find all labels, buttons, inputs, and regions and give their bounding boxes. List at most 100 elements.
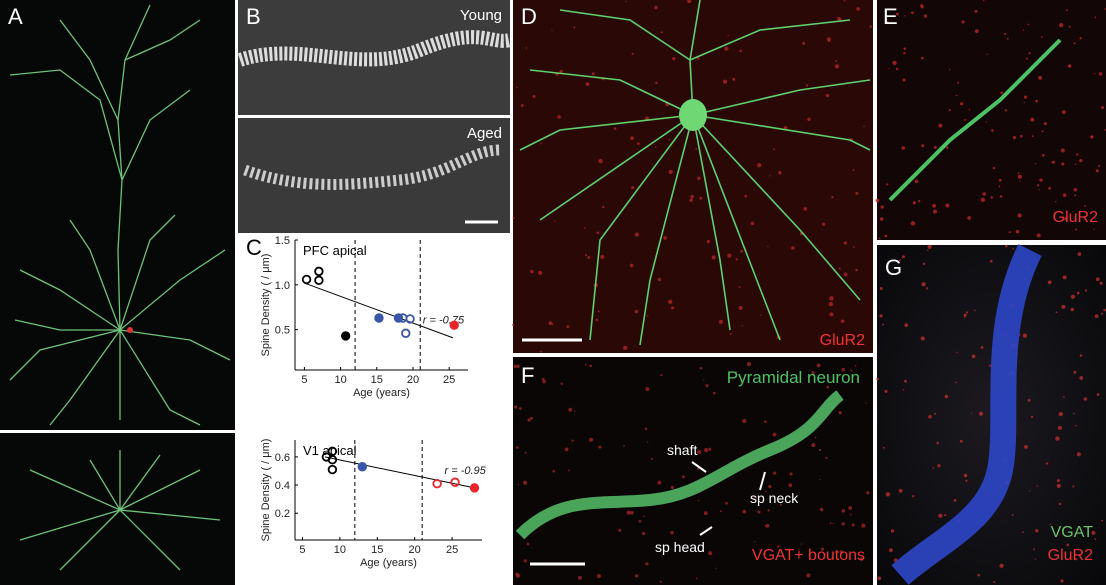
speckle bbox=[526, 542, 530, 546]
speckle bbox=[849, 513, 852, 516]
y-tick-label: 0.6 bbox=[275, 452, 290, 464]
x-tick-label: 15 bbox=[371, 374, 383, 386]
speckle bbox=[974, 309, 976, 312]
speckle bbox=[524, 451, 527, 454]
speckle bbox=[974, 9, 978, 13]
data-point bbox=[374, 313, 384, 323]
speckle bbox=[861, 523, 866, 528]
speckle bbox=[706, 240, 711, 244]
speckle bbox=[920, 4, 924, 8]
speckle bbox=[1059, 23, 1064, 28]
speckle bbox=[970, 412, 973, 414]
speckle bbox=[945, 146, 949, 149]
speckle bbox=[568, 407, 573, 412]
speckle bbox=[712, 391, 716, 395]
speckle bbox=[1023, 95, 1028, 99]
speckle bbox=[672, 56, 676, 61]
speckle bbox=[670, 306, 674, 310]
speckle bbox=[1103, 308, 1106, 312]
speckle bbox=[776, 545, 780, 548]
speckle bbox=[1094, 16, 1097, 19]
speckle bbox=[564, 447, 569, 452]
speckle bbox=[512, 216, 515, 219]
y-tick-label: 1.5 bbox=[275, 235, 290, 247]
speckle bbox=[1079, 158, 1083, 163]
speckle bbox=[963, 118, 966, 121]
speckle bbox=[921, 56, 924, 60]
speckle bbox=[791, 246, 795, 250]
speckle bbox=[807, 117, 811, 122]
speckle bbox=[814, 436, 817, 439]
speckle bbox=[589, 364, 592, 368]
speckle bbox=[853, 246, 855, 248]
speckle bbox=[754, 540, 756, 543]
speckle bbox=[932, 467, 935, 469]
speckle bbox=[999, 563, 1004, 568]
speckle bbox=[596, 573, 602, 579]
speckle bbox=[767, 509, 770, 512]
speckle bbox=[567, 469, 570, 472]
speckle bbox=[848, 506, 853, 510]
speckle bbox=[1029, 490, 1031, 492]
panel-label: E bbox=[883, 4, 898, 29]
speckle bbox=[974, 29, 979, 34]
speckle bbox=[1058, 411, 1063, 417]
speckle bbox=[655, 146, 657, 148]
speckle bbox=[657, 480, 662, 485]
speckle bbox=[911, 11, 914, 15]
speckle bbox=[877, 576, 882, 581]
speckle bbox=[1070, 294, 1076, 299]
speckle bbox=[727, 34, 729, 37]
stain-label: GluR2 bbox=[1053, 209, 1098, 226]
speckle bbox=[668, 299, 673, 304]
speckle bbox=[835, 60, 838, 62]
speckle bbox=[988, 364, 992, 367]
speckle bbox=[841, 522, 845, 526]
speckle bbox=[630, 510, 634, 515]
speckle bbox=[1030, 117, 1035, 122]
speckle bbox=[953, 498, 957, 502]
speckle bbox=[903, 52, 906, 55]
speckle bbox=[818, 448, 822, 452]
speckle bbox=[803, 207, 808, 211]
speckle bbox=[1019, 134, 1023, 138]
speckle bbox=[1015, 229, 1020, 234]
speckle bbox=[882, 323, 885, 326]
panel-label: B bbox=[246, 4, 261, 29]
speckle bbox=[948, 109, 951, 112]
speckle bbox=[645, 387, 650, 392]
speckle bbox=[630, 136, 634, 141]
speckle bbox=[551, 29, 553, 31]
data-point bbox=[401, 328, 411, 338]
speckle bbox=[1049, 523, 1051, 525]
speckle bbox=[841, 367, 846, 372]
speckle bbox=[831, 196, 834, 199]
speckle bbox=[989, 259, 993, 263]
x-tick-label: 25 bbox=[446, 544, 458, 556]
speckle bbox=[878, 237, 881, 240]
speckle bbox=[1073, 412, 1075, 415]
speckle bbox=[689, 198, 693, 203]
speckle bbox=[834, 64, 840, 69]
speckle bbox=[646, 314, 649, 317]
speckle bbox=[645, 562, 649, 566]
speckle bbox=[540, 350, 542, 353]
speckle bbox=[1093, 228, 1095, 230]
speckle bbox=[898, 488, 903, 493]
speckle bbox=[741, 324, 743, 327]
speckle bbox=[1098, 164, 1101, 167]
speckle bbox=[699, 366, 703, 370]
speckle bbox=[589, 437, 594, 442]
speckle bbox=[618, 528, 622, 532]
x-tick-label: 5 bbox=[299, 544, 305, 556]
speckle bbox=[551, 323, 554, 326]
speckle bbox=[925, 287, 929, 290]
speckle bbox=[961, 20, 965, 24]
dendrite-aged bbox=[243, 144, 501, 190]
speckle bbox=[738, 305, 743, 310]
speckle bbox=[959, 102, 964, 106]
speckle bbox=[705, 384, 709, 388]
speckle bbox=[734, 371, 738, 374]
speckle bbox=[1075, 424, 1077, 427]
